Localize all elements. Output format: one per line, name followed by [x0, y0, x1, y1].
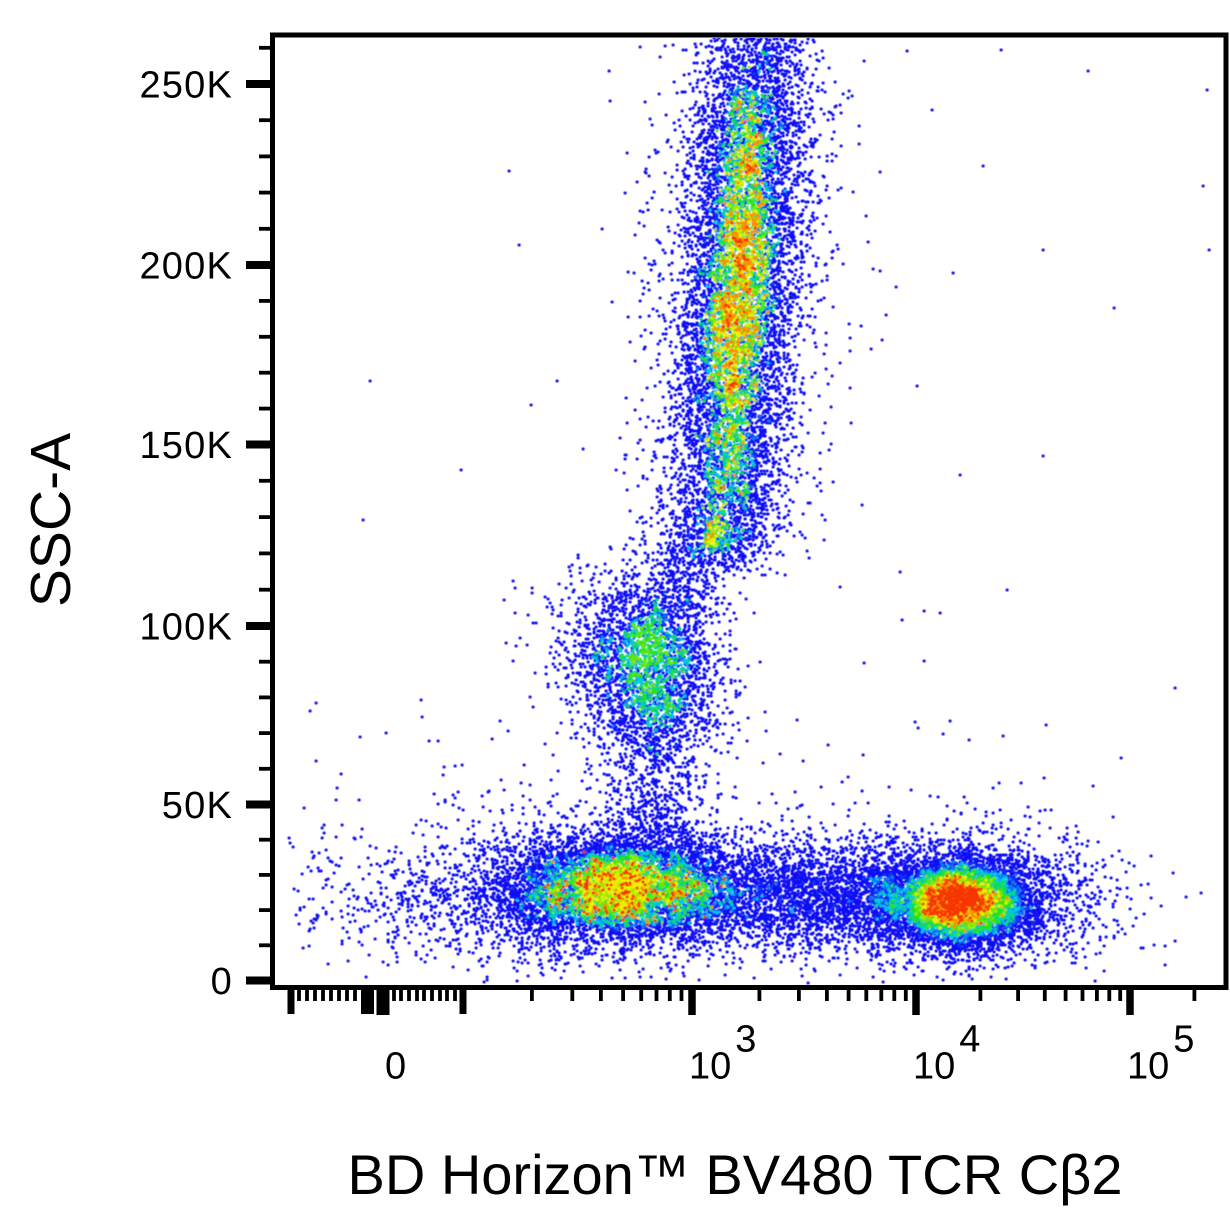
svg-text:150K: 150K: [139, 425, 233, 467]
svg-text:200K: 200K: [139, 246, 233, 288]
svg-text:BD Horizon™ BV480 TCR Cβ2: BD Horizon™ BV480 TCR Cβ2: [347, 1143, 1122, 1206]
svg-text:250K: 250K: [139, 65, 233, 107]
svg-text:100K: 100K: [139, 607, 233, 649]
svg-text:0: 0: [385, 1046, 406, 1088]
svg-text:0: 0: [211, 961, 233, 1003]
svg-text:50K: 50K: [162, 785, 233, 827]
svg-text:SSC-A: SSC-A: [19, 433, 83, 607]
